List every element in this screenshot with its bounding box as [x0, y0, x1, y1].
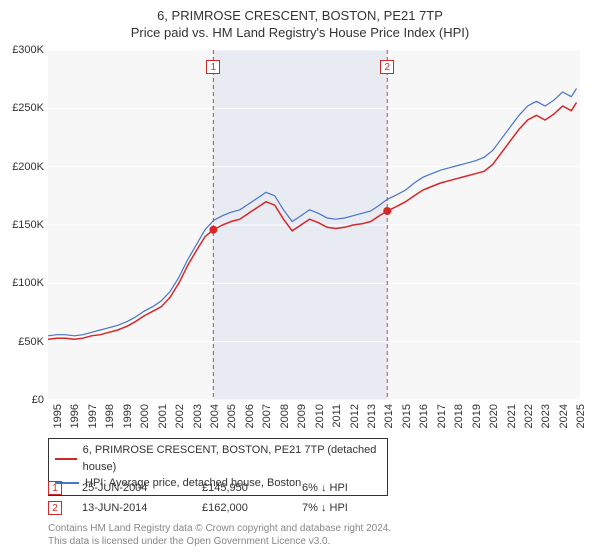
x-tick-label: 1998 — [104, 404, 116, 428]
x-tick-label: 2006 — [244, 404, 256, 428]
sales-table: 1 25-JUN-2004£145,9506% ↓ HPI 2 13-JUN-2014… — [48, 478, 348, 518]
x-tick-label: 2019 — [471, 404, 483, 428]
sale-date: 13-JUN-2014 — [82, 502, 202, 514]
x-tick-label: 2021 — [506, 404, 518, 428]
x-tick-label: 2022 — [523, 404, 535, 428]
x-tick-label: 2015 — [401, 404, 413, 428]
x-tick-label: 2009 — [296, 404, 308, 428]
x-tick-label: 2011 — [331, 404, 343, 428]
chart-title: 6, PRIMROSE CRESCENT, BOSTON, PE21 7TP — [0, 0, 600, 23]
chart-subtitle: Price paid vs. HM Land Registry's House … — [0, 23, 600, 46]
x-tick-label: 2012 — [349, 404, 361, 428]
x-tick-label: 2013 — [366, 404, 378, 428]
y-tick-label: £200K — [12, 161, 44, 173]
x-tick-label: 2018 — [453, 404, 465, 428]
x-tick-label: 2002 — [174, 404, 186, 428]
x-tick-label: 2001 — [157, 404, 169, 428]
x-tick-label: 2003 — [192, 404, 204, 428]
sale-date: 25-JUN-2004 — [82, 482, 202, 494]
sale-price: £145,950 — [202, 482, 302, 494]
x-tick-label: 2020 — [488, 404, 500, 428]
x-tick-label: 2017 — [436, 404, 448, 428]
chart-plot — [48, 50, 580, 400]
legend-label: 6, PRIMROSE CRESCENT, BOSTON, PE21 7TP (… — [83, 442, 381, 475]
x-tick-label: 2025 — [575, 404, 587, 428]
y-tick-label: £250K — [12, 102, 44, 114]
chart-container: 6, PRIMROSE CRESCENT, BOSTON, PE21 7TP P… — [0, 0, 600, 560]
footer-attribution: Contains HM Land Registry data © Crown c… — [48, 522, 391, 548]
x-tick-label: 2008 — [279, 404, 291, 428]
footer-line2: This data is licensed under the Open Gov… — [48, 535, 391, 548]
sale-marker-icon: 2 — [48, 501, 62, 515]
x-tick-label: 2024 — [558, 404, 570, 428]
sale-price: £162,000 — [202, 502, 302, 514]
x-tick-label: 2014 — [383, 404, 395, 428]
sale-marker-label: 1 — [206, 60, 220, 74]
footer-line1: Contains HM Land Registry data © Crown c… — [48, 522, 391, 535]
y-tick-label: £300K — [12, 44, 44, 56]
x-tick-label: 2004 — [209, 404, 221, 428]
sale-delta: 7% ↓ HPI — [302, 502, 348, 514]
sale-row: 2 13-JUN-2014£162,0007% ↓ HPI — [48, 498, 348, 518]
sale-delta: 6% ↓ HPI — [302, 482, 348, 494]
x-tick-label: 2023 — [540, 404, 552, 428]
y-tick-label: £100K — [12, 277, 44, 289]
x-tick-label: 1995 — [52, 404, 64, 428]
legend-swatch — [55, 458, 77, 460]
sale-marker-dot — [383, 207, 391, 215]
legend-item: 6, PRIMROSE CRESCENT, BOSTON, PE21 7TP (… — [55, 442, 381, 475]
sale-marker-icon: 1 — [48, 481, 62, 495]
x-tick-label: 2010 — [314, 404, 326, 428]
x-tick-label: 1996 — [69, 404, 81, 428]
x-tick-label: 2000 — [139, 404, 151, 428]
sale-row: 1 25-JUN-2004£145,9506% ↓ HPI — [48, 478, 348, 498]
x-tick-label: 2007 — [261, 404, 273, 428]
sale-marker-label: 2 — [380, 60, 394, 74]
y-tick-label: £150K — [12, 219, 44, 231]
x-tick-label: 1999 — [122, 404, 134, 428]
x-tick-label: 2016 — [418, 404, 430, 428]
chart-area: £0£50K£100K£150K£200K£250K£300K 19951996… — [48, 50, 580, 400]
x-tick-label: 2005 — [226, 404, 238, 428]
y-tick-label: £0 — [32, 394, 44, 406]
sale-marker-dot — [209, 226, 217, 234]
x-tick-label: 1997 — [87, 404, 99, 428]
y-tick-label: £50K — [18, 336, 44, 348]
